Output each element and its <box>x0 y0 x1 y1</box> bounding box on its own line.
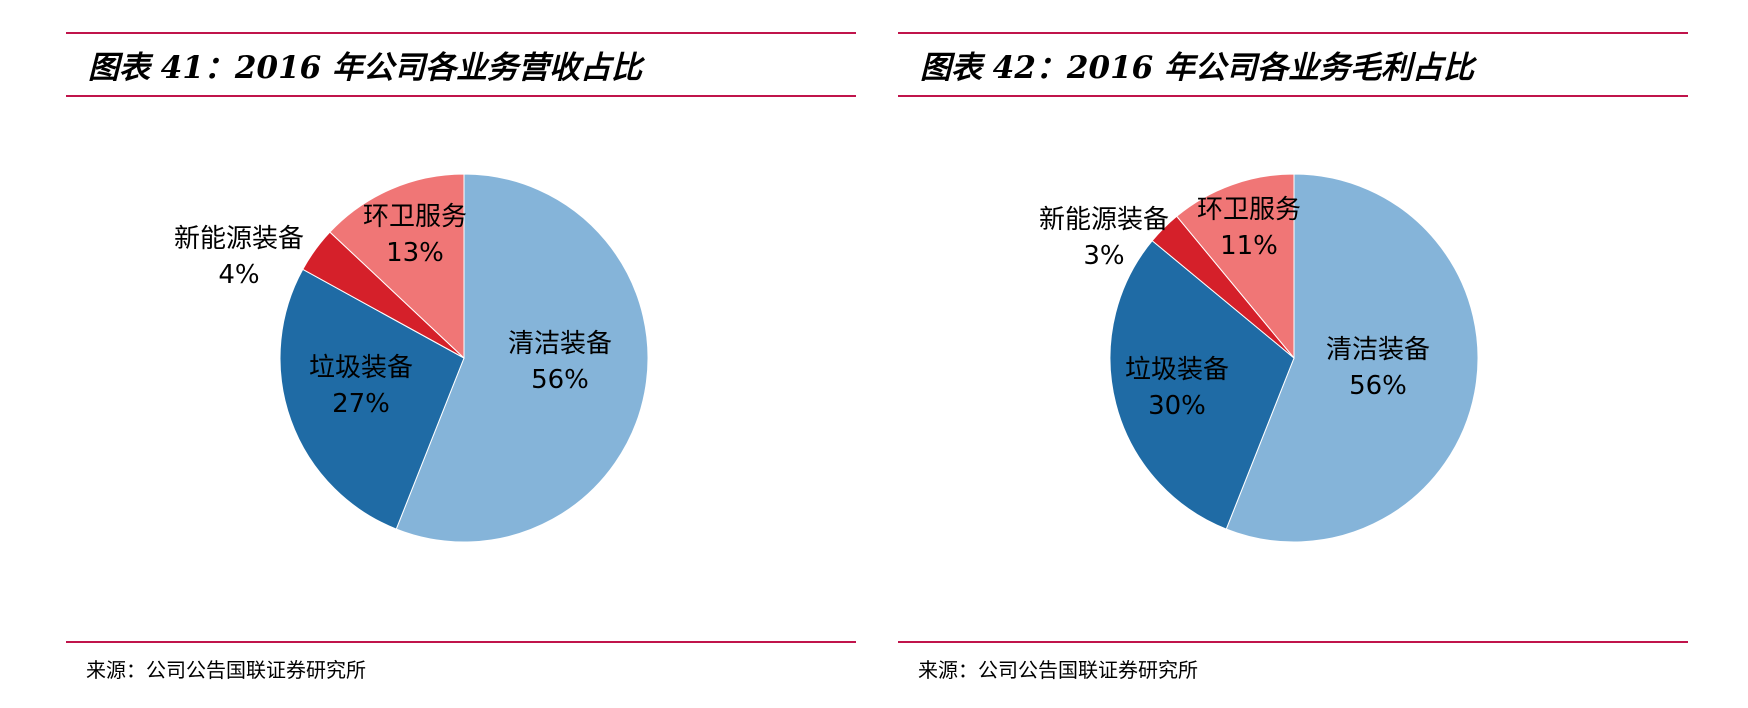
slice-category-label: 新能源装备 <box>174 224 304 254</box>
slice-value-label: 4% <box>218 260 259 290</box>
slice-value-label: 56% <box>1349 371 1407 401</box>
pie-slice <box>279 268 465 530</box>
slice-category-label: 垃圾装备 <box>309 353 413 383</box>
pie-slice <box>1225 173 1479 543</box>
chart-title: 图表 42：2016 年公司各业务毛利占比 <box>920 50 1475 86</box>
bottom-rule <box>66 641 856 643</box>
slice-value-label: 3% <box>1083 241 1124 271</box>
title-rule <box>66 95 856 97</box>
pie-chart-gross-profit: 清洁装备 56% 垃圾装备 30% 新能源装备 3% 环卫服务 11% <box>1039 173 1479 543</box>
slice-value-label: 56% <box>531 365 589 395</box>
top-rule <box>898 32 1688 34</box>
source-note: 来源：公司公告国联证券研究所 <box>86 658 366 682</box>
slice-category-label: 垃圾装备 <box>1125 355 1229 385</box>
pie-chart-revenue: 清洁装备 56% 垃圾装备 27% 新能源装备 4% 环卫服务 13% <box>174 173 649 543</box>
pie-slice <box>1176 173 1295 360</box>
pie-slice <box>1109 240 1295 530</box>
slice-value-label: 13% <box>386 238 444 268</box>
slice-value-label: 30% <box>1148 391 1206 421</box>
slice-category-label: 环卫服务 <box>363 202 467 232</box>
pie-slice <box>395 173 649 543</box>
slice-category-label: 环卫服务 <box>1197 195 1301 225</box>
top-rule <box>66 32 856 34</box>
slice-value-label: 27% <box>332 389 390 419</box>
pie-slice <box>329 173 465 360</box>
chart-panel-revenue: 图表 41：2016 年公司各业务营收占比 清洁装备 56% 垃圾装备 27% 新能源装… <box>66 0 856 708</box>
slice-value-label: 11% <box>1220 231 1278 261</box>
chart-title: 图表 41：2016 年公司各业务营收占比 <box>88 50 643 86</box>
title-rule <box>898 95 1688 97</box>
slice-category-label: 清洁装备 <box>508 329 612 359</box>
bottom-rule <box>898 641 1688 643</box>
slice-category-label: 清洁装备 <box>1326 335 1430 365</box>
chart-panel-gross-profit: 图表 42：2016 年公司各业务毛利占比 清洁装备 56% 垃圾装备 30% 新能源装… <box>898 0 1688 708</box>
slice-category-label: 新能源装备 <box>1039 205 1169 235</box>
source-note: 来源：公司公告国联证券研究所 <box>918 658 1198 682</box>
